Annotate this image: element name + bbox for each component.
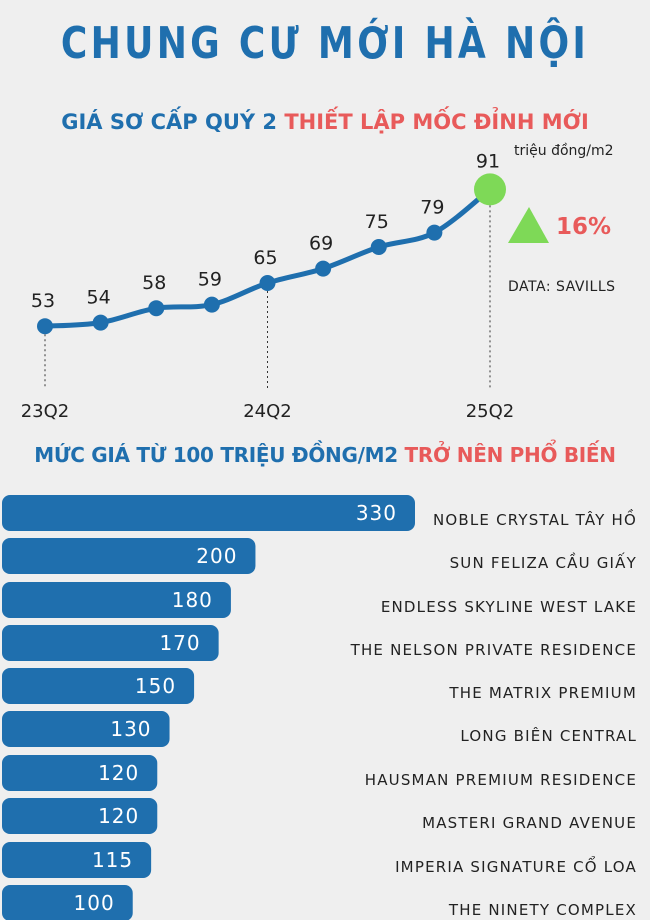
category-label: ENDLESS SKYLINE WEST LAKE	[381, 598, 637, 616]
line-title-part-2: THIẾT LẬP MỐC ĐỈNH MỚI	[284, 110, 589, 134]
bar	[2, 885, 133, 920]
bar	[2, 625, 219, 661]
bar-value-label: 200	[196, 544, 237, 568]
bar-value-label: 120	[98, 761, 139, 785]
data-label: 54	[87, 287, 111, 309]
category-label: THE NELSON PRIVATE RESIDENCE	[350, 641, 637, 659]
data-point	[259, 275, 276, 291]
data-label: 69	[309, 233, 333, 255]
unit-label: triệu đồng/m2	[514, 142, 614, 159]
bar-chart-title: MỨC GIÁ TỪ 100 TRIỆU ĐỒNG/M2 TRỞ NÊN PHỔ…	[0, 443, 650, 467]
category-label: SUN FELIZA CẦU GIẤY	[450, 551, 637, 572]
data-label: 91	[476, 150, 500, 172]
bar	[2, 711, 170, 747]
category-label: MASTERI GRAND AVENUE	[422, 814, 637, 832]
bar-value-label: 180	[172, 588, 213, 612]
project-price-bar-chart: 330 NOBLE CRYSTAL TÂY HỒ 200 SUN FELIZA CẦU…	[2, 495, 637, 920]
bar-value-label: 120	[98, 804, 139, 828]
data-label: 79	[420, 197, 444, 219]
x-tick-label: 23Q2	[21, 401, 70, 422]
up-arrow-icon	[508, 207, 549, 243]
page-title: CHUNG CƯ MỚI HÀ NỘI	[60, 18, 590, 69]
bar-value-label: 130	[110, 717, 151, 741]
bar-value-label: 150	[135, 674, 176, 698]
data-point	[315, 260, 332, 277]
bar	[2, 798, 158, 834]
bar-value-label: 170	[159, 631, 200, 655]
line-chart-title: GIÁ SƠ CẤP QUÝ 2 THIẾT LẬP MỐC ĐỈNH MỚI	[0, 110, 650, 134]
data-point	[474, 173, 506, 206]
data-label: 75	[365, 211, 389, 233]
bar	[2, 538, 256, 574]
category-label: THE MATRIX PREMIUM	[448, 684, 637, 702]
data-label: 53	[31, 290, 55, 312]
category-label: LONG BIÊN CENTRAL	[460, 726, 637, 745]
data-label: 59	[198, 269, 222, 291]
bar-value-label: 115	[92, 848, 133, 872]
data-point	[92, 314, 109, 331]
bar	[2, 582, 231, 618]
bar	[2, 495, 415, 531]
bar-title-part-1: MỨC GIÁ TỪ 100 TRIỆU ĐỒNG/M2	[34, 443, 398, 467]
bar-value-label: 330	[356, 501, 397, 525]
data-point	[203, 296, 220, 313]
data-point	[426, 224, 443, 241]
data-label: 65	[253, 247, 277, 269]
price-line-chart: 23Q2 24Q2 25Q2 53 54 58 59 65 69 75 79 91 triệu đồng…	[21, 142, 616, 422]
x-tick-label: 24Q2	[243, 401, 292, 422]
category-label: HAUSMAN PREMIUM RESIDENCE	[365, 771, 637, 789]
bar-value-label: 100	[74, 891, 115, 915]
line-title-part-1: GIÁ SƠ CẤP QUÝ 2	[61, 110, 278, 134]
category-label: IMPERIA SIGNATURE CỔ LOA	[395, 855, 637, 876]
bar	[2, 668, 195, 704]
bar	[2, 842, 152, 878]
data-point	[370, 239, 387, 255]
x-tick-label: 25Q2	[466, 401, 515, 422]
bar	[2, 755, 158, 791]
source-label: DATA: SAVILLS	[508, 279, 616, 295]
bar-title-part-2: TRỞ NÊN PHỔ BIẾN	[404, 443, 617, 467]
data-point	[148, 300, 165, 317]
category-label: NOBLE CRYSTAL TÂY HỒ	[433, 508, 637, 529]
change-label: 16%	[556, 214, 611, 240]
category-label: THE NINETY COMPLEX	[448, 901, 637, 919]
data-label: 58	[142, 272, 166, 294]
data-point	[37, 318, 53, 335]
